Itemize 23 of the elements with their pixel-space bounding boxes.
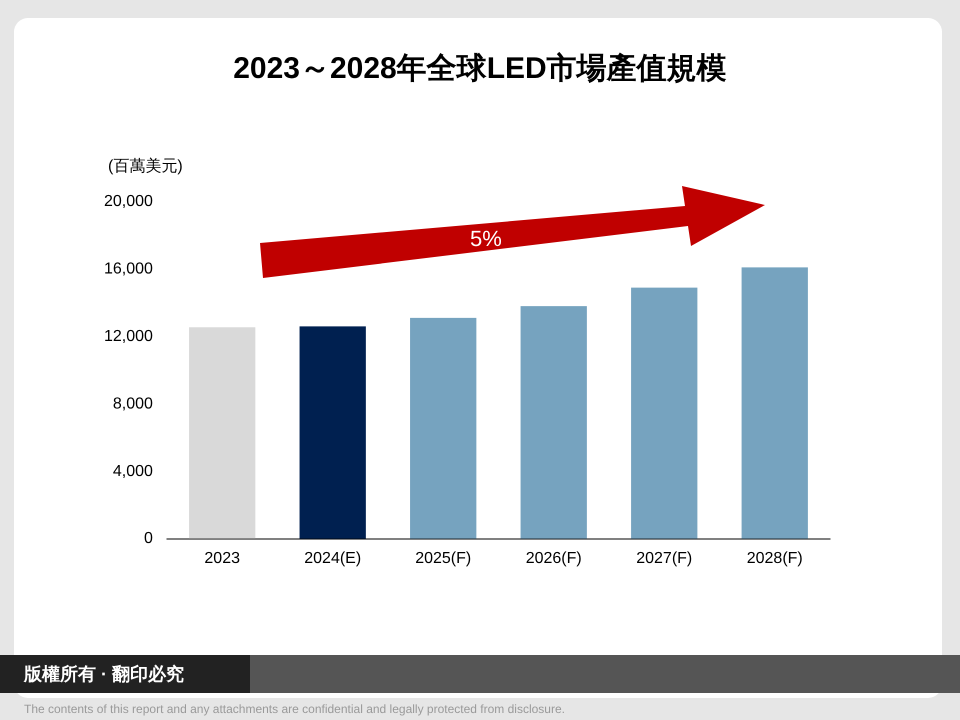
y-tick-label: 4,000 [112, 462, 154, 480]
x-tick-label: 2024(E) [304, 550, 362, 567]
y-tick-label: 8,000 [112, 395, 154, 412]
bar [189, 327, 256, 539]
bar [631, 288, 698, 539]
bar [520, 306, 587, 539]
x-tick-label: 2028(F) [746, 550, 803, 567]
y-tick-label: 16,000 [104, 260, 154, 278]
x-tick-label: 2025(F) [415, 550, 472, 567]
text: The contents of this report and any attachments are confidential and legally protected from disclosure. [24, 702, 565, 716]
y-tick-label: 12,000 [104, 328, 154, 345]
bar [410, 318, 476, 539]
y-tick-label: 0 [144, 530, 154, 548]
annotation: 5% [470, 226, 502, 252]
chart-title: 2023～2028年全球LED市場產值規模 [232, 51, 728, 87]
y-axis-title: (百萬美元) [108, 156, 183, 177]
x-tick-label: 2026(F) [526, 550, 582, 567]
y-tick-label: 20,000 [104, 193, 154, 210]
bar [300, 326, 366, 539]
bar [742, 267, 808, 539]
text: 版權所有 · 翻印必究 [0, 655, 250, 693]
x-tick-label: 2027(F) [636, 550, 692, 567]
x-tick-label: 2023 [204, 550, 240, 567]
